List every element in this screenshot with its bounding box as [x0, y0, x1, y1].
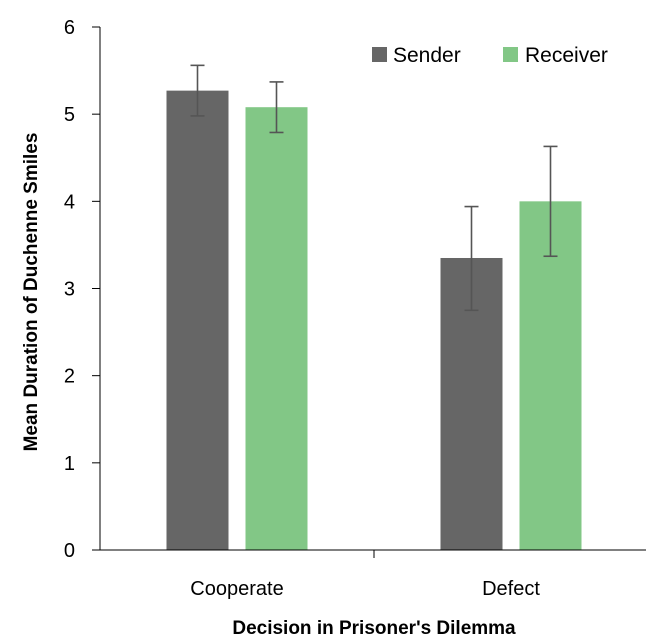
legend-swatch-receiver [503, 47, 518, 62]
y-tick-label: 6 [64, 17, 75, 39]
legend-swatch-sender [372, 47, 387, 62]
axes [92, 26, 646, 558]
y-tick-label: 1 [64, 453, 75, 475]
legend: Sender Receiver [372, 44, 608, 67]
bar-sender-cooperate [166, 90, 229, 551]
y-axis-title: Mean Duration of Duchenne Smiles [21, 133, 42, 452]
legend-label-receiver: Receiver [525, 44, 608, 67]
x-tick-label-defect: Defect [482, 578, 540, 600]
x-axis-title: Decision in Prisoner's Dilemma [232, 618, 516, 639]
y-tick-labels: 0 1 2 3 4 5 6 [64, 17, 75, 562]
bar-receiver-cooperate [245, 107, 308, 551]
x-tick-label-cooperate: Cooperate [190, 578, 283, 600]
bars [166, 90, 582, 551]
y-tick-label: 4 [64, 191, 75, 213]
category-labels: Cooperate Defect [190, 578, 540, 600]
error-bars [190, 64, 558, 312]
y-tick-label: 0 [64, 540, 75, 562]
y-tick-label: 5 [64, 104, 75, 126]
y-tick-label: 3 [64, 279, 75, 301]
legend-label-sender: Sender [393, 44, 461, 67]
y-tick-label: 2 [64, 366, 75, 388]
bar-receiver-defect [519, 201, 582, 551]
